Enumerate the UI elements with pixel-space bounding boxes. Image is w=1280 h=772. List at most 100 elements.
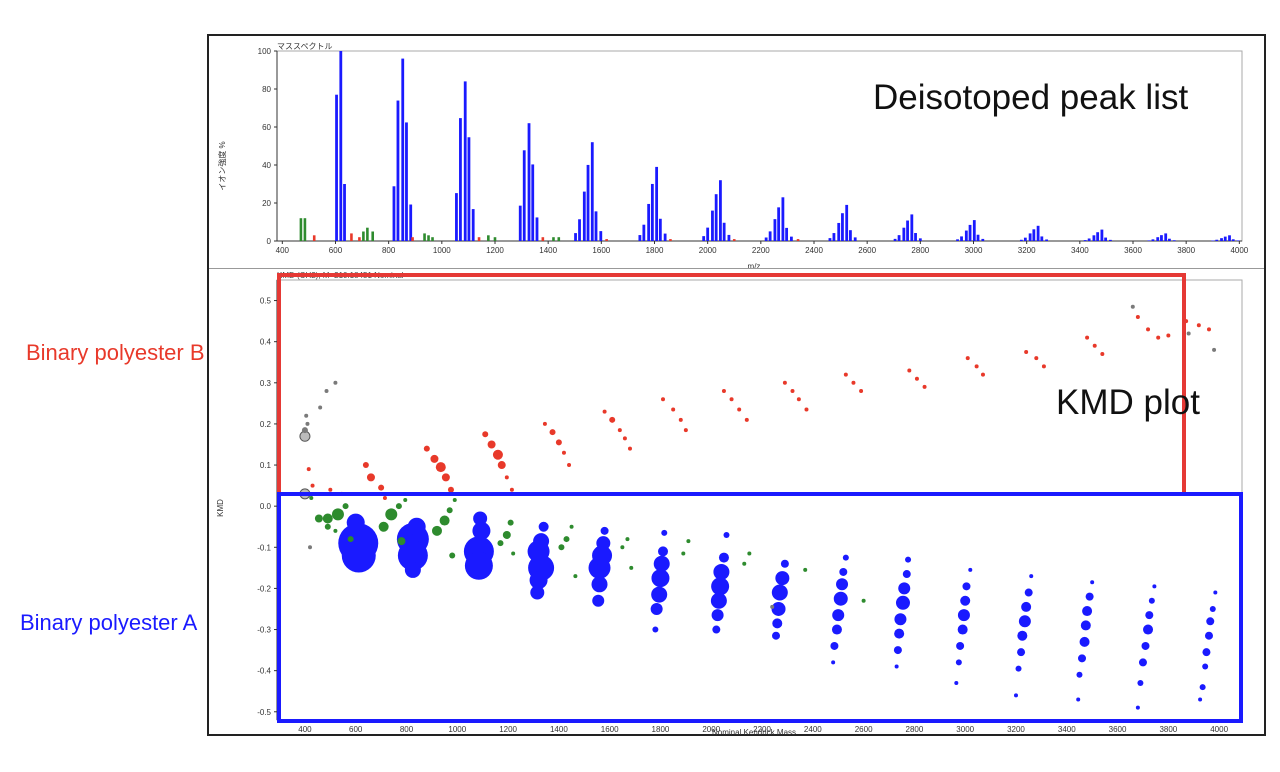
kmd-point-unassigned: [299, 488, 311, 500]
kmd-plot-chart: KMD Nominal Kendrick Mass 400 600 800 1000 1…: [216, 279, 1243, 736]
kmd-point-polyester_a: [711, 609, 724, 622]
spectrum-x-tick-label: 3400: [1071, 246, 1089, 255]
spectrum-y-tick-label: 100: [258, 47, 272, 56]
kmd-x-tick-label: 3200: [1007, 725, 1025, 734]
spectrum-peak-bar: [574, 233, 577, 241]
kmd-plot-area: [276, 279, 1243, 721]
kmd-point-polyester_b: [965, 356, 970, 361]
kmd-y-tick-label: 0.2: [260, 420, 272, 429]
kmd-point-polyester_a: [894, 664, 899, 669]
spectrum-peak-bar: [711, 210, 714, 241]
kmd-point-polyester_b: [617, 428, 622, 433]
kmd-point-other: [573, 574, 578, 579]
kmd-point-polyester_a: [538, 521, 549, 532]
spectrum-peak-bar: [906, 220, 909, 241]
spectrum-peak-bar: [841, 213, 844, 241]
spectrum-x-tick-label: 1200: [486, 246, 504, 255]
kmd-x-tick-label: 3600: [1109, 725, 1127, 734]
kmd-point-other: [497, 540, 504, 547]
kmd-point-polyester_a: [1085, 592, 1094, 601]
spectrum-peak-bar: [1104, 237, 1108, 241]
spectrum-peak-bar: [968, 224, 972, 241]
kmd-point-polyester_b: [796, 397, 801, 402]
spectrum-peak-bar: [401, 58, 405, 241]
spectrum-peak-bar: [1156, 237, 1160, 241]
spectrum-peak-bar: [785, 227, 789, 241]
spectrum-peak-bar: [714, 194, 718, 241]
kmd-plot-label: KMD plot: [1056, 383, 1200, 422]
kmd-point-polyester_b: [1092, 343, 1097, 348]
spectrum-peak-bar: [605, 239, 608, 241]
spectrum-peak-bar: [910, 214, 914, 241]
spectrum-peak-bar: [335, 94, 338, 241]
spectrum-peak-bar: [423, 233, 426, 241]
spectrum-peak-bar: [764, 237, 768, 241]
spectrum-peak-bar: [897, 235, 901, 241]
kmd-point-other: [385, 508, 398, 521]
kmd-point-polyester_a: [596, 536, 611, 551]
kmd-point-other: [569, 524, 574, 529]
kmd-point-polyester_b: [602, 409, 607, 414]
spectrum-peak-bar: [956, 239, 959, 241]
spectrum-x-tick-label: 2400: [805, 246, 823, 255]
kmd-point-polyester_a: [407, 517, 426, 536]
spectrum-peak-bar: [1172, 240, 1176, 241]
kmd-point-polyester_b: [609, 416, 616, 423]
kmd-point-polyester_b: [504, 475, 509, 480]
spectrum-peak-bar: [1147, 240, 1151, 241]
kmd-point-polyester_a: [1090, 580, 1095, 585]
kmd-point-polyester_a: [954, 680, 959, 685]
spectrum-peak-bar: [599, 231, 603, 241]
kmd-point-other: [686, 539, 691, 544]
kmd-point-polyester_b: [435, 462, 446, 473]
kmd-point-polyester_a: [1078, 654, 1087, 663]
kmd-point-other: [681, 551, 686, 556]
kmd-point-polyester_b: [1100, 352, 1105, 357]
kmd-point-polyester_a: [1082, 606, 1093, 617]
kmd-point-polyester_a: [652, 626, 659, 633]
spectrum-peak-bar: [535, 217, 539, 241]
spectrum-peak-bar: [647, 203, 651, 241]
kmd-point-polyester_a: [960, 595, 971, 606]
kmd-point-polyester_b: [1135, 315, 1140, 320]
kmd-y-tick-label: -0.1: [257, 543, 271, 552]
kmd-point-polyester_a: [832, 609, 845, 622]
spectrum-peak-bar: [702, 236, 706, 241]
spectrum-peak-bar: [1215, 239, 1219, 241]
kmd-y-tick-label: -0.2: [257, 584, 271, 593]
kmd-x-tick-label: 1000: [448, 725, 466, 734]
kmd-point-polyester_b: [549, 429, 556, 436]
kmd-x-tick-label: 3400: [1058, 725, 1076, 734]
spectrum-peak-bar: [552, 237, 555, 241]
spectrum-peak-bar: [541, 237, 545, 241]
spectrum-peak-bar: [732, 239, 736, 241]
spectrum-peak-bar: [339, 51, 343, 241]
kmd-point-polyester_a: [1213, 590, 1218, 595]
spectrum-peak-bar: [312, 235, 316, 241]
kmd-point-polyester_a: [1013, 693, 1018, 698]
spectrum-peak-bar: [663, 233, 667, 241]
kmd-point-polyester_b: [729, 397, 734, 402]
kmd-point-polyester_b: [907, 368, 912, 373]
kmd-point-other: [452, 498, 457, 502]
kmd-point-polyester_b: [922, 384, 927, 389]
kmd-point-polyester_b: [1024, 349, 1029, 354]
spectrum-x-tick-label: 1600: [592, 246, 610, 255]
spectrum-y-tick-label: 20: [262, 199, 271, 208]
spectrum-peak-bar: [531, 164, 535, 241]
spectrum-peak-bar: [1211, 240, 1215, 242]
kmd-point-unassigned: [1186, 331, 1191, 336]
kmd-point-polyester_b: [1146, 327, 1151, 332]
spectrum-peak-bar: [411, 237, 414, 241]
spectrum-peak-bar: [1228, 235, 1231, 241]
spectrum-peak-bar: [527, 123, 531, 241]
spectrum-peak-bar: [658, 218, 662, 241]
kmd-point-polyester_a: [1021, 601, 1032, 612]
kmd-point-polyester_b: [497, 461, 506, 470]
spectrum-peak-bar: [557, 237, 561, 241]
spectrum-y-tick-label: 40: [262, 161, 271, 170]
spectrum-x-tick-label: 1400: [539, 246, 557, 255]
kmd-point-polyester_a: [600, 526, 609, 535]
spectrum-peak-bar: [914, 233, 917, 241]
kmd-point-polyester_a: [1198, 697, 1203, 702]
